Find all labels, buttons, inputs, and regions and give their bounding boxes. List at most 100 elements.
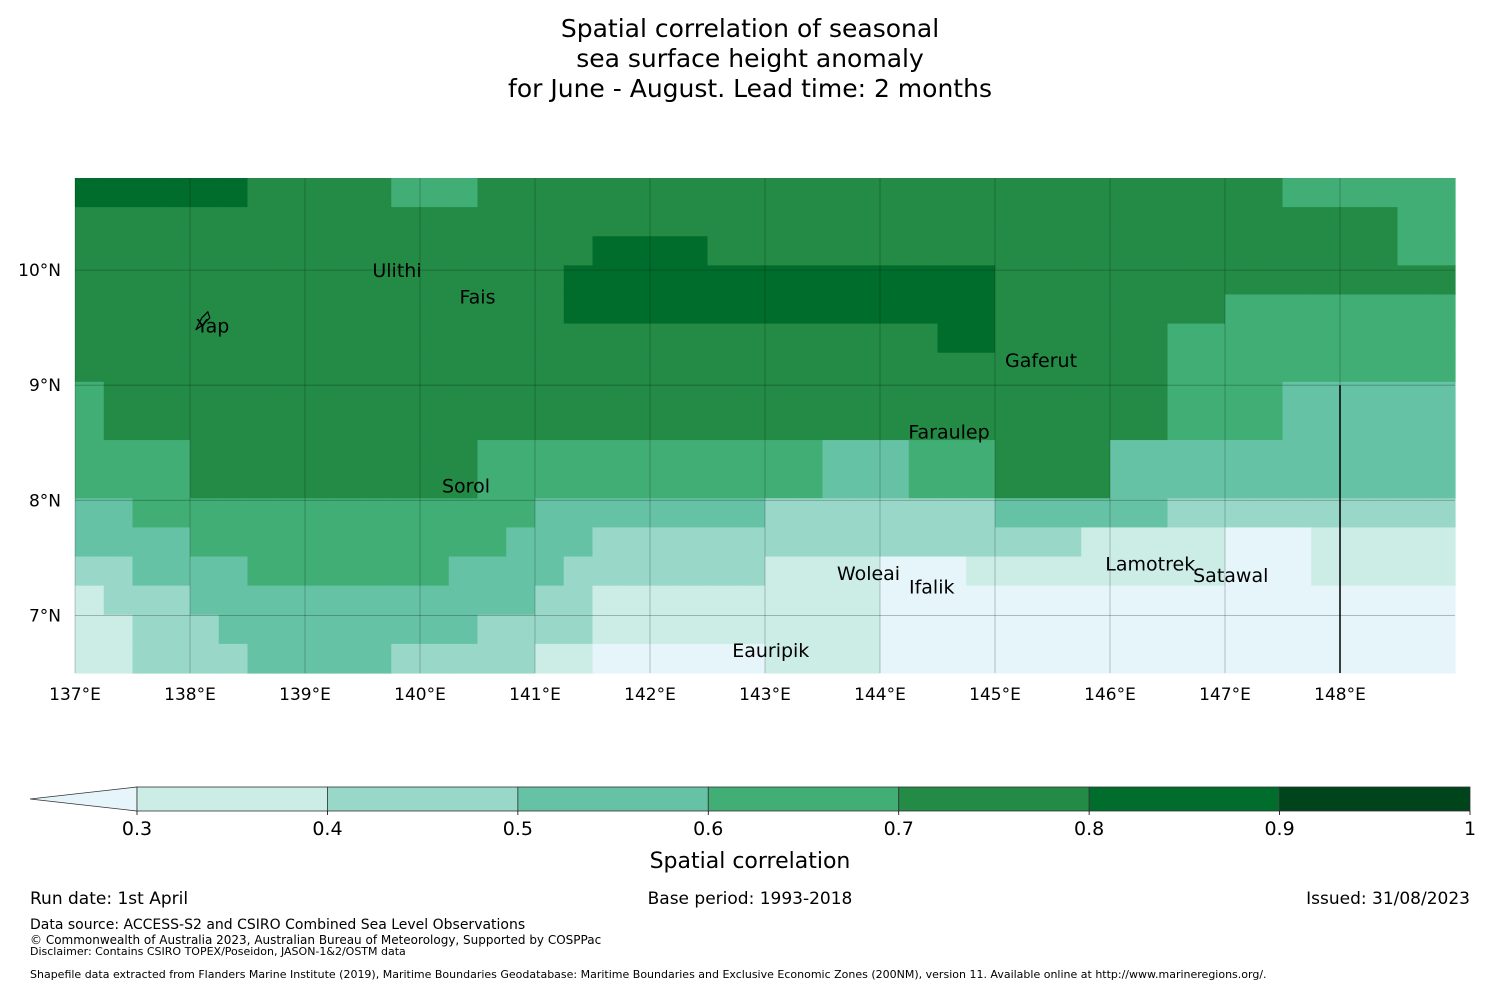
grid-cell [736,585,766,616]
grid-cell [1253,440,1284,470]
grid-cell [247,643,277,674]
grid-cell [822,294,852,325]
grid-cell [1397,527,1427,558]
place-label: Faraulep [908,421,989,443]
grid-cell [1311,381,1341,412]
grid-cell [448,294,479,325]
grid-cell [1282,294,1312,325]
grid-cell [650,614,680,645]
grid-cell [793,498,824,529]
grid-cell [103,381,134,412]
grid-cell [276,178,306,208]
grid-cell [75,469,105,499]
grid-cell [650,323,680,354]
grid-cell [707,352,737,383]
grid-cell [1426,585,1456,616]
grid-cell [506,381,536,412]
lon-tick-label: 142°E [624,685,676,705]
grid-cell [707,498,737,529]
grid-cell [592,381,622,412]
grid-cell [937,294,967,325]
grid-cell [1138,178,1169,208]
grid-cell [1081,556,1111,587]
grid-cell [966,178,996,208]
latitude-ticks: 10°N 9°N 8°N 7°N [18,261,61,626]
grid-cell [793,381,824,412]
grid-cell [190,265,220,296]
grid-cell [1196,381,1226,412]
grid-cell [1167,178,1197,208]
grid-cell [880,294,910,325]
grid-cell [880,469,910,499]
run-date: Run date: 1st April [30,889,189,909]
grid-cell [103,556,134,587]
grid-cell [1426,381,1456,412]
grid-cell [1052,178,1082,208]
grid-cell [995,294,1025,325]
grid-cell [1052,323,1082,354]
grid-cell [247,440,277,470]
grid-cell [448,556,479,587]
grid-cell [822,469,852,499]
grid-cell [1138,643,1169,674]
grid-cell [1340,381,1370,412]
title-line-1: Spatial correlation of seasonal [560,14,940,43]
grid-cell [1023,236,1054,266]
grid-cell [966,410,996,441]
grid-cell [75,352,105,383]
lat-tick-label: 9°N [29,376,61,396]
grid-cell [1282,527,1312,558]
grid-cell [851,381,881,412]
grid-cell [1368,614,1399,645]
grid-cell [75,614,105,645]
grid-cell [420,643,450,674]
grid-cell [1397,207,1427,237]
grid-cell [1282,469,1312,499]
grid-cell [621,381,651,412]
grid-cell [1225,498,1255,529]
grid-cell [276,585,306,616]
grid-cell [995,323,1025,354]
grid-cell [851,556,881,587]
grid-cell [1225,236,1255,266]
grid-cell [477,643,507,674]
grid-cell [1368,410,1399,441]
grid-cell [103,585,134,616]
grid-cell [1167,440,1197,470]
grid-cell [793,410,824,441]
grid-cell [1196,410,1226,441]
grid-cell [937,207,967,237]
grid-cell [218,643,249,674]
grid-cell [1023,614,1054,645]
grid-cell [937,614,967,645]
colorbar-tick-label: 0.6 [693,818,723,840]
grid-cell [707,381,737,412]
grid-cell [707,643,737,674]
grid-cell [966,352,996,383]
grid-cell [75,178,105,208]
grid-cell [103,294,134,325]
grid-cell [448,440,479,470]
grid-cell [650,381,680,412]
grid-cell [966,614,996,645]
title-line-2: sea surface height anomaly [576,44,924,73]
grid-cell [448,498,479,529]
grid-cell [736,556,766,587]
grid-cell [448,178,479,208]
grid-cell [218,236,249,266]
grid-cell [1397,440,1427,470]
grid-cell [132,498,162,529]
grid-cell [305,381,335,412]
grid-cell [1052,236,1082,266]
grid-cell [1426,352,1456,383]
grid-cell [1282,585,1312,616]
grid-cell [276,381,306,412]
grid-cell [1253,352,1284,383]
grid-cell [707,556,737,587]
grid-cell [161,381,191,412]
grid-cell [305,498,335,529]
grid-cell [678,294,709,325]
grid-cell [650,527,680,558]
grid-cell [103,178,134,208]
grid-cell [506,410,536,441]
